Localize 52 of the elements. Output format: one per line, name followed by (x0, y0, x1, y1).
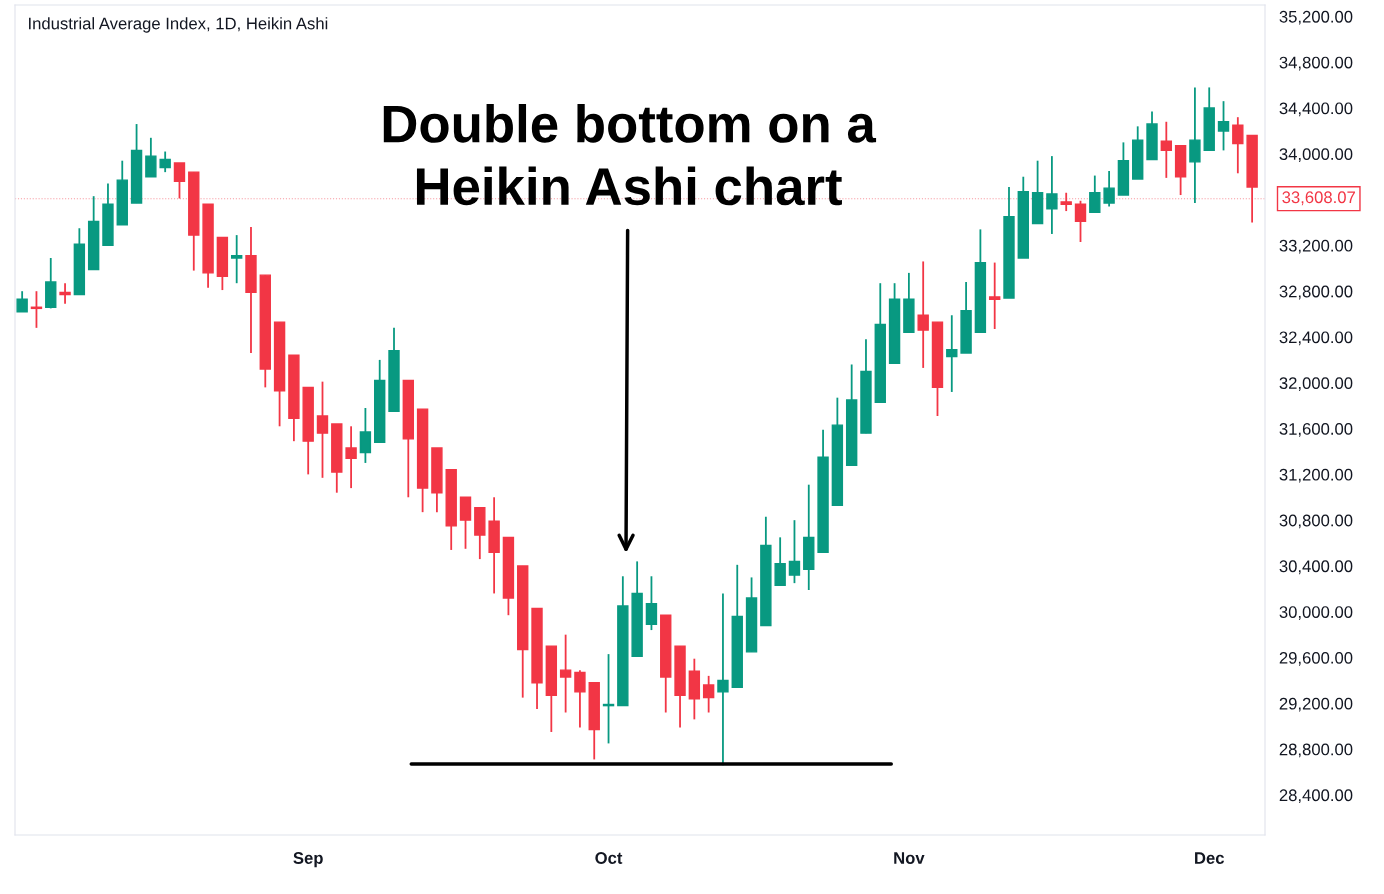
x-tick-label: Dec (1195, 852, 1225, 864)
y-tick-label: 31,200.00 (1279, 468, 1353, 483)
candlestick (1217, 100, 1230, 152)
x-tick-label: Sep (293, 852, 323, 868)
candlestick (946, 314, 958, 393)
y-tick-label: 32,800.00 (1279, 285, 1353, 300)
y-tick-label: 30,000.00 (1279, 606, 1353, 620)
y-tick-label: 29,600.00 (1279, 651, 1353, 666)
ref-line-label: 33,608.07 (1282, 191, 1355, 206)
y-tick-label: 30,800.00 (1279, 514, 1353, 529)
y-tick-label: 28,400.00 (1279, 789, 1353, 804)
y-tick-label: 30,400.00 (1279, 560, 1353, 575)
candlestick (159, 150, 171, 174)
y-tick-label: 31,600.00 (1279, 422, 1353, 437)
candlestick (917, 260, 929, 369)
y-tick-label: 34,800.00 (1279, 56, 1353, 71)
y-tick-label: 32,000.00 (1279, 377, 1353, 391)
candlestick (1103, 170, 1115, 208)
y-tick-label: 29,200.00 (1279, 697, 1353, 712)
candlestick (988, 261, 1001, 330)
candlestick (1074, 199, 1087, 243)
candlestick (574, 669, 586, 729)
candlestick (459, 496, 472, 550)
y-tick-label: 33,200.00 (1279, 239, 1353, 254)
candlestick (645, 575, 658, 631)
candlestick (1046, 155, 1058, 235)
y-tick-label: 32,400.00 (1279, 331, 1353, 346)
y-tick-label: 34,400.00 (1279, 102, 1353, 117)
candlestick (59, 282, 71, 305)
y-tick-label: 34,000.00 (1279, 148, 1353, 162)
candlestick (788, 519, 801, 585)
text: Industrial Average Index, 1D, Heikin Ashi (29, 17, 328, 33)
candlestick (359, 407, 372, 464)
candlestick (173, 162, 186, 200)
candlestick (1089, 174, 1101, 214)
y-tick-label: 28,800.00 (1279, 743, 1353, 758)
candlestick (1060, 191, 1072, 212)
candlestick (774, 536, 786, 587)
candlestick (345, 425, 357, 490)
candlestick (1160, 120, 1173, 179)
annotation: Double bottom on a Heikin Ashi chart (383, 104, 877, 206)
y-tick-label: 35,200.00 (1279, 10, 1353, 25)
candlestick (702, 674, 715, 714)
candlestick (1189, 86, 1201, 204)
x-tick-label: Oct (595, 852, 623, 864)
candlestick (145, 136, 157, 178)
candlestick (230, 234, 243, 285)
candlestick (16, 290, 28, 313)
x-tick-label: Nov (894, 852, 925, 864)
candlestick (316, 380, 329, 479)
candlestick (1232, 116, 1244, 175)
candlestick (559, 633, 572, 714)
